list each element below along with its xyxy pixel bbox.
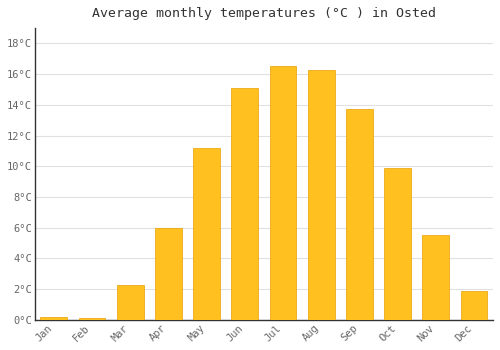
Bar <box>346 110 372 320</box>
Bar <box>232 88 258 320</box>
Bar <box>308 70 334 320</box>
Bar <box>193 148 220 320</box>
Bar <box>40 317 67 320</box>
Bar <box>460 291 487 320</box>
Title: Average monthly temperatures (°C ) in Osted: Average monthly temperatures (°C ) in Os… <box>92 7 436 20</box>
Bar <box>155 228 182 320</box>
Bar <box>270 66 296 320</box>
Bar <box>422 236 449 320</box>
Bar <box>117 285 143 320</box>
Bar <box>78 318 106 320</box>
Bar <box>384 168 411 320</box>
